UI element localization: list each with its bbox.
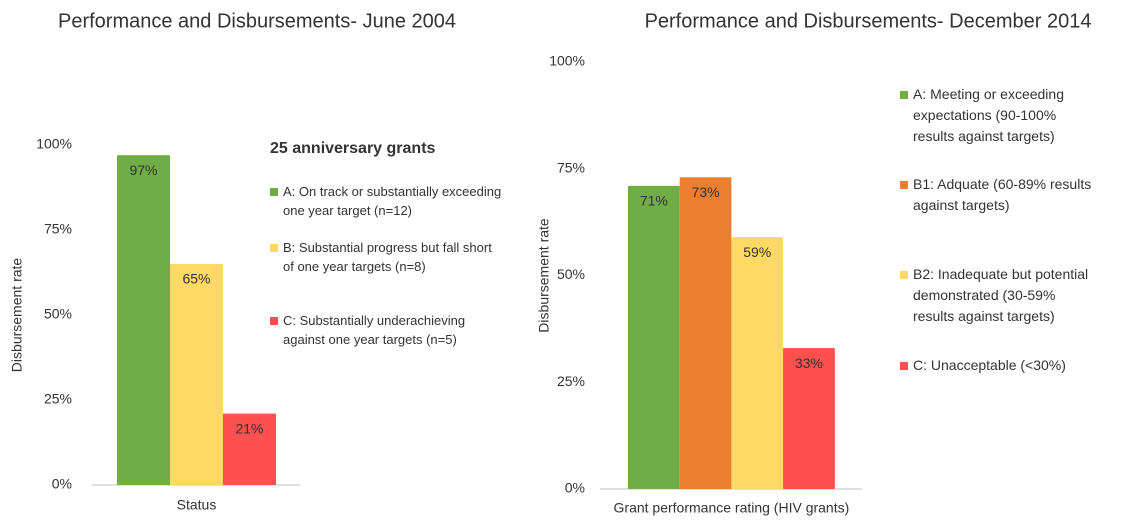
chart-title: Performance and Disbursements- December … bbox=[645, 10, 1092, 32]
bar bbox=[628, 185, 680, 489]
legend-text: A: Meeting or exceeding expectations (90… bbox=[913, 86, 1064, 144]
value-label: 59% bbox=[743, 244, 771, 260]
legend-swatch bbox=[900, 180, 908, 189]
value-label: 97% bbox=[129, 162, 157, 178]
legend-swatch bbox=[270, 187, 278, 196]
legend-item: B: Substantial progress but fall short o… bbox=[270, 238, 505, 276]
y-tick-label: 100% bbox=[36, 136, 72, 152]
legend-text: B2: Inadequate but potential demonstrate… bbox=[913, 266, 1089, 324]
legend-text: C: Unacceptable (<30%) bbox=[913, 357, 1066, 373]
y-tick-label: 50% bbox=[44, 306, 72, 322]
legend-title: 25 anniversary grants bbox=[270, 140, 436, 157]
legend-item: C: Unacceptable (<30%) bbox=[900, 355, 1095, 376]
value-label: 33% bbox=[795, 355, 823, 371]
bar bbox=[679, 177, 732, 490]
y-tick-label: 50% bbox=[557, 266, 585, 282]
legend-item: B1: Adquate (60-89% results against targ… bbox=[900, 174, 1095, 216]
legend-text: A: On track or substantially exceeding o… bbox=[283, 184, 502, 218]
legend-swatch bbox=[270, 316, 278, 325]
y-axis-label: Disbursement rate bbox=[9, 258, 25, 373]
legend-item: A: Meeting or exceeding expectations (90… bbox=[900, 84, 1095, 147]
value-label: 73% bbox=[692, 184, 720, 200]
legend-swatch bbox=[900, 361, 908, 370]
legend-text: C: Substantially underachieving against … bbox=[283, 313, 466, 347]
legend-item: C: Substantially underachieving against … bbox=[270, 311, 505, 349]
legend-swatch bbox=[900, 270, 908, 279]
y-tick-label: 25% bbox=[44, 391, 72, 407]
legend-text: B1: Adquate (60-89% results against targ… bbox=[913, 176, 1092, 213]
bar bbox=[223, 413, 276, 485]
legend-item: A: On track or substantially exceeding o… bbox=[270, 182, 505, 220]
bar bbox=[783, 348, 835, 489]
y-tick-label: 75% bbox=[557, 159, 585, 175]
y-axis-label: Disbursement rate bbox=[536, 218, 552, 333]
legend-swatch bbox=[900, 90, 908, 99]
legend-item: B2: Inadequate but potential demonstrate… bbox=[900, 264, 1095, 327]
chart-title: Performance and Disbursements- June 2004 bbox=[58, 10, 456, 32]
bar bbox=[117, 155, 170, 485]
y-tick-label: 0% bbox=[565, 480, 585, 496]
y-tick-label: 100% bbox=[549, 53, 585, 69]
value-label: 71% bbox=[640, 193, 668, 209]
legend-text: B: Substantial progress but fall short o… bbox=[283, 240, 492, 274]
value-label: 65% bbox=[182, 271, 210, 287]
y-tick-label: 25% bbox=[557, 373, 585, 389]
x-tick-label: Status bbox=[177, 497, 217, 513]
legend-swatch bbox=[270, 243, 278, 252]
y-tick-label: 0% bbox=[52, 476, 72, 492]
x-tick-label: Grant performance rating (HIV grants) bbox=[614, 500, 850, 516]
y-tick-label: 75% bbox=[44, 221, 72, 237]
bar bbox=[731, 237, 784, 489]
bar bbox=[170, 264, 223, 485]
value-label: 21% bbox=[235, 420, 263, 436]
